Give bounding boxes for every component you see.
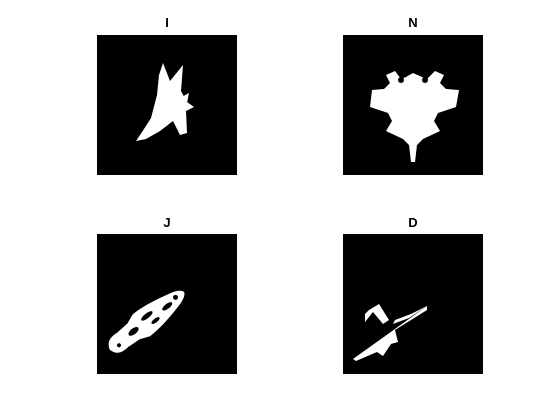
panel-title-n: N: [408, 15, 418, 30]
panel-image-d: [343, 234, 483, 374]
panel-title-j: J: [163, 215, 171, 230]
jet-silhouette-icon: [136, 63, 194, 141]
panel-title-d: D: [408, 215, 418, 230]
jet-silhouette-icon: [353, 304, 427, 361]
panel-image-n: [343, 35, 483, 175]
panel-image-j: [97, 234, 237, 374]
panel-image-i: [97, 35, 237, 175]
shuttle-silhouette-icon: [108, 290, 185, 353]
jet-silhouette-icon: [370, 71, 459, 162]
panel-title-i: I: [165, 15, 169, 30]
